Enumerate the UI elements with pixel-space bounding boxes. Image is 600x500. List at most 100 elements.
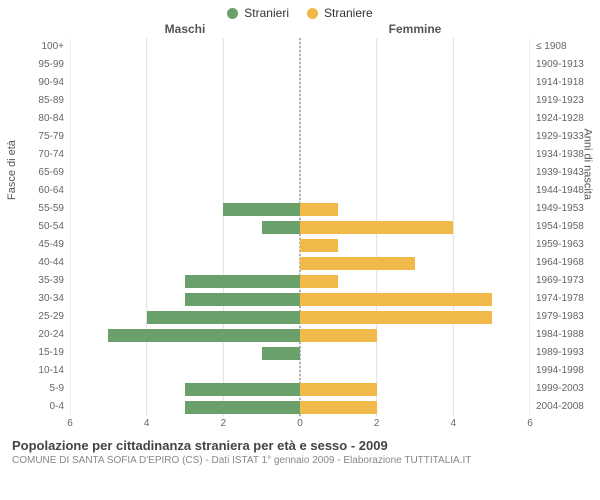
bar-female (300, 311, 492, 324)
birth-year-label: 1969-1973 (530, 272, 596, 290)
male-half (70, 236, 300, 254)
pyramid-row: 50-541954-1958 (70, 218, 530, 236)
female-half (300, 128, 530, 146)
caption-subtitle: COMUNE DI SANTA SOFIA D'EPIRO (CS) - Dat… (12, 455, 588, 466)
male-half (70, 128, 300, 146)
age-label: 100+ (24, 38, 70, 56)
birth-year-label: 1979-1983 (530, 308, 596, 326)
pyramid-row: 15-191989-1993 (70, 344, 530, 362)
age-label: 65-69 (24, 164, 70, 182)
x-tick: 4 (144, 418, 150, 429)
bar-female (300, 203, 338, 216)
bar-female (300, 329, 377, 342)
bar-female (300, 275, 338, 288)
birth-year-label: 1924-1928 (530, 110, 596, 128)
pyramid-row: 65-691939-1943 (70, 164, 530, 182)
bar-male (147, 311, 300, 324)
legend-label-male: Stranieri (244, 6, 289, 20)
male-half (70, 164, 300, 182)
y-axis-title-left: Fasce di età (6, 140, 18, 200)
pyramid-row: 75-791929-1933 (70, 128, 530, 146)
age-label: 90-94 (24, 74, 70, 92)
bar-female (300, 221, 453, 234)
x-tick: 4 (451, 418, 457, 429)
age-label: 75-79 (24, 128, 70, 146)
female-half (300, 110, 530, 128)
age-label: 50-54 (24, 218, 70, 236)
female-half (300, 164, 530, 182)
age-label: 10-14 (24, 362, 70, 380)
female-half (300, 362, 530, 380)
pyramid-row: 95-991909-1913 (70, 56, 530, 74)
age-label: 80-84 (24, 110, 70, 128)
birth-year-label: 1929-1933 (530, 128, 596, 146)
female-half (300, 380, 530, 398)
birth-year-label: 1939-1943 (530, 164, 596, 182)
bar-female (300, 383, 377, 396)
female-half (300, 326, 530, 344)
male-half (70, 254, 300, 272)
bar-male (185, 293, 300, 306)
female-half (300, 290, 530, 308)
female-half (300, 92, 530, 110)
birth-year-label: 1954-1958 (530, 218, 596, 236)
birth-year-label: 1949-1953 (530, 200, 596, 218)
age-label: 30-34 (24, 290, 70, 308)
bar-male (185, 383, 300, 396)
x-axis: 6420246 (70, 416, 530, 432)
male-half (70, 272, 300, 290)
pyramid-row: 40-441964-1968 (70, 254, 530, 272)
pyramid-row: 10-141994-1998 (70, 362, 530, 380)
bar-female (300, 257, 415, 270)
male-half (70, 56, 300, 74)
bar-female (300, 293, 492, 306)
female-half (300, 38, 530, 56)
pyramid-row: 20-241984-1988 (70, 326, 530, 344)
birth-year-label: 1959-1963 (530, 236, 596, 254)
birth-year-label: 1944-1948 (530, 182, 596, 200)
age-label: 85-89 (24, 92, 70, 110)
birth-year-label: 1914-1918 (530, 74, 596, 92)
male-half (70, 74, 300, 92)
female-half (300, 146, 530, 164)
x-tick: 6 (527, 418, 533, 429)
age-label: 20-24 (24, 326, 70, 344)
age-label: 45-49 (24, 236, 70, 254)
female-half (300, 200, 530, 218)
legend-item-female: Straniere (307, 6, 373, 20)
bar-male (223, 203, 300, 216)
female-half (300, 398, 530, 416)
pyramid-row: 70-741934-1938 (70, 146, 530, 164)
birth-year-label: 1999-2003 (530, 380, 596, 398)
caption: Popolazione per cittadinanza straniera p… (0, 432, 600, 466)
male-half (70, 290, 300, 308)
male-half (70, 380, 300, 398)
pyramid-row: 35-391969-1973 (70, 272, 530, 290)
birth-year-label: 1964-1968 (530, 254, 596, 272)
age-label: 95-99 (24, 56, 70, 74)
header-female: Femmine (300, 22, 530, 36)
bar-female (300, 401, 377, 414)
birth-year-label: 1909-1913 (530, 56, 596, 74)
female-half (300, 74, 530, 92)
age-label: 70-74 (24, 146, 70, 164)
pyramid-row: 85-891919-1923 (70, 92, 530, 110)
female-half (300, 254, 530, 272)
male-half (70, 38, 300, 56)
birth-year-label: 1984-1988 (530, 326, 596, 344)
male-half (70, 344, 300, 362)
female-half (300, 56, 530, 74)
female-half (300, 218, 530, 236)
birth-year-label: 2004-2008 (530, 398, 596, 416)
population-pyramid-chart: Stranieri Straniere Maschi Femmine Fasce… (0, 0, 600, 500)
pyramid-row: 90-941914-1918 (70, 74, 530, 92)
bar-male (185, 275, 300, 288)
age-label: 35-39 (24, 272, 70, 290)
legend-swatch-male (227, 8, 238, 19)
caption-title: Popolazione per cittadinanza straniera p… (12, 438, 588, 453)
birth-year-label: 1994-1998 (530, 362, 596, 380)
legend-swatch-female (307, 8, 318, 19)
birth-year-label: 1934-1938 (530, 146, 596, 164)
pyramid-row: 55-591949-1953 (70, 200, 530, 218)
male-half (70, 398, 300, 416)
